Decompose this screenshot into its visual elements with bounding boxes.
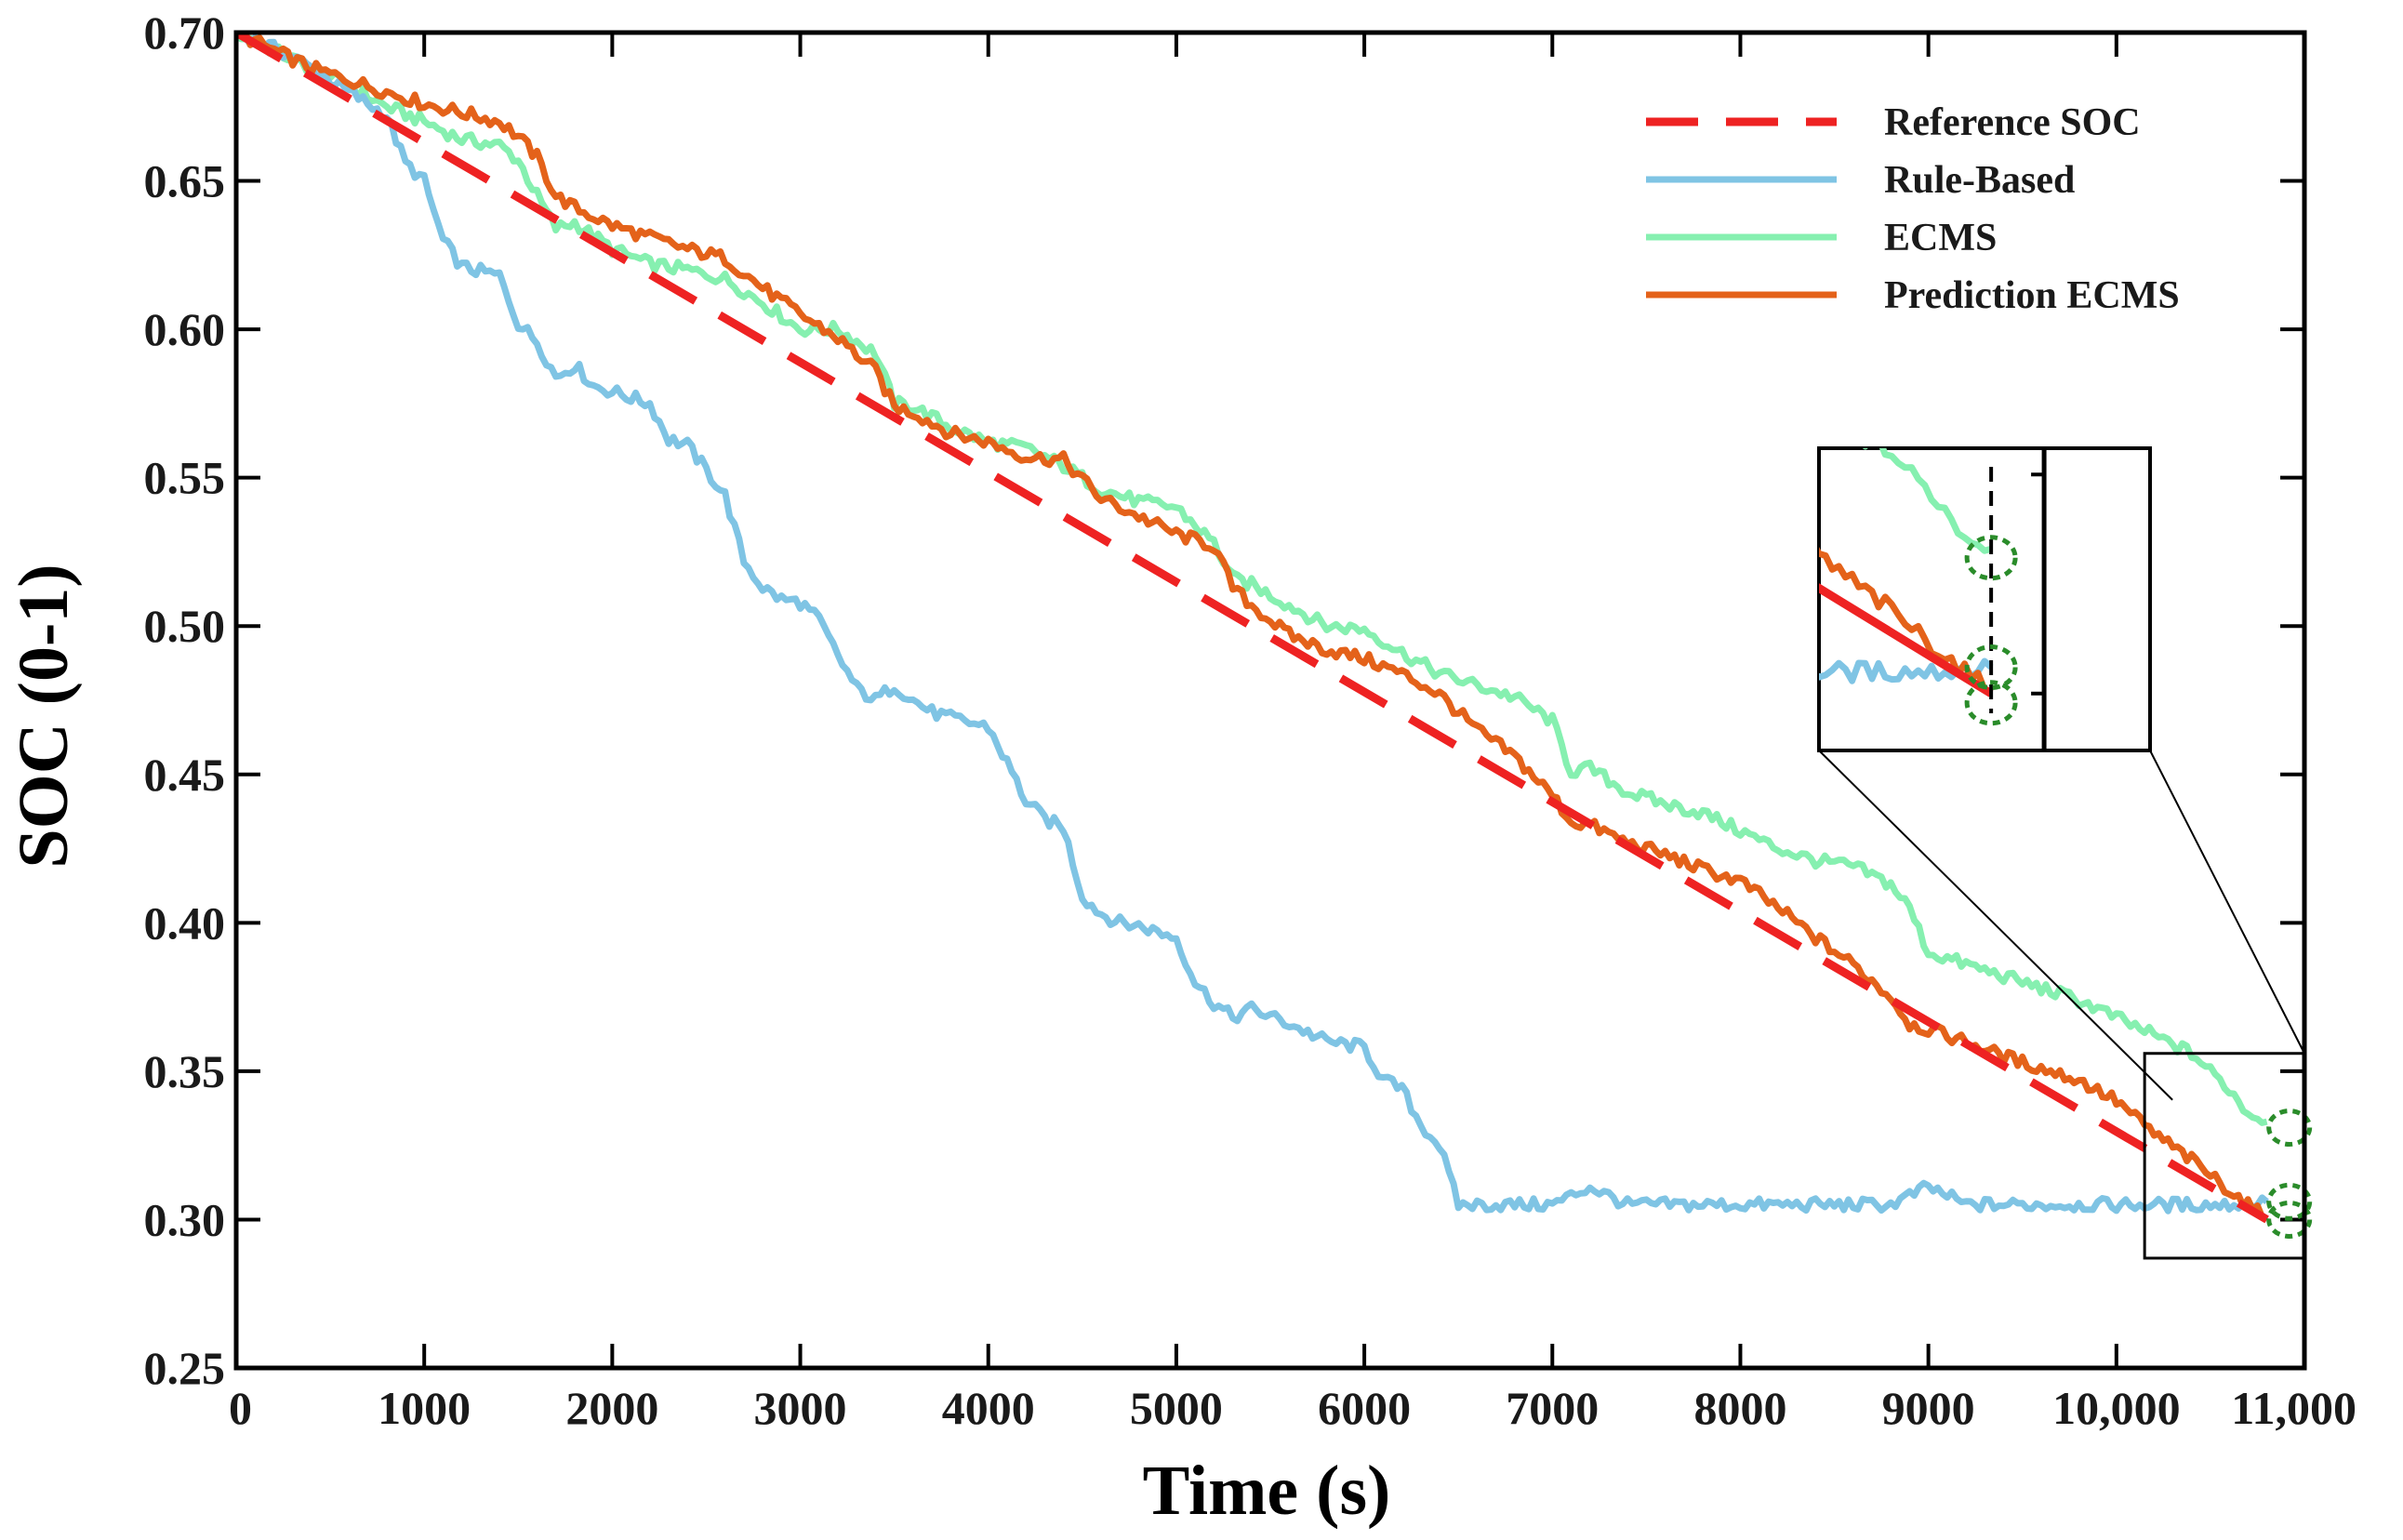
series-line-rule-based: [236, 33, 2269, 1215]
series-line-prediction-ecms: [236, 33, 2269, 1223]
inset-series-line: [1862, 448, 1993, 554]
legend-label: Rule-Based: [1884, 159, 2075, 202]
x-tick-label: 1000: [378, 1382, 471, 1434]
legend-item: Prediction ECMS: [1646, 274, 2180, 317]
inset-series-line: [1819, 547, 1993, 697]
zoom-connector: [1818, 750, 2173, 1101]
legend-label: Reference SOC: [1884, 101, 2141, 144]
y-tick-label: 0.45: [144, 749, 226, 801]
y-tick-label: 0.40: [144, 896, 226, 949]
x-tick-label: 10,000: [2052, 1382, 2181, 1434]
zoom-annotation: [1817, 446, 2313, 1260]
legend-item: Reference SOC: [1646, 101, 2141, 144]
x-tick-label: 0: [229, 1382, 252, 1434]
y-tick-label: 0.70: [144, 7, 226, 59]
zoom-connector: [2149, 750, 2305, 1055]
x-axis-ticks: 0 1000 2000 3000 4000 5000 6000 7000 8000 9000 10,…: [229, 33, 2357, 1434]
series-line-ecms: [236, 33, 2268, 1126]
series-layer: [236, 33, 2269, 1224]
y-tick-label: 0.60: [144, 303, 226, 355]
y-axis-ticks: 0.25 0.30 0.35 0.40 0.45 0.50 0.55 0.60 0.65 0.70: [144, 7, 2304, 1394]
x-tick-label: 6000: [1318, 1382, 1411, 1434]
y-tick-label: 0.50: [144, 600, 226, 652]
series-line-reference-soc: [236, 33, 2269, 1224]
circle-marker: [2266, 1200, 2313, 1239]
x-tick-label: 11,000: [2231, 1382, 2357, 1434]
zoom-inset-frame: [1817, 446, 2152, 752]
inset-circle-marker: [1964, 535, 2018, 581]
y-tick-label: 0.55: [144, 452, 226, 504]
y-tick-label: 0.25: [144, 1342, 226, 1394]
circle-marker: [2266, 1109, 2313, 1148]
x-tick-label: 5000: [1130, 1382, 1223, 1434]
y-tick-label: 0.30: [144, 1193, 226, 1245]
inset-series-line: [1819, 583, 1994, 697]
inset-circle-marker: [1964, 644, 2018, 691]
x-axis-title: Time (s): [1143, 1452, 1391, 1530]
circle-marker: [2266, 1182, 2313, 1221]
x-tick-label: 8000: [1693, 1382, 1786, 1434]
y-tick-label: 0.35: [144, 1045, 226, 1097]
x-tick-label: 3000: [754, 1382, 847, 1434]
inset-circle-marker: [1964, 680, 2018, 726]
legend: Reference SOC Rule-Based ECMS Prediction EC…: [1646, 101, 2180, 317]
x-tick-label: 7000: [1506, 1382, 1599, 1434]
legend-label: ECMS: [1884, 217, 1997, 259]
x-tick-label: 2000: [565, 1382, 658, 1434]
legend-item: ECMS: [1646, 217, 1997, 259]
inset-series-line: [1819, 657, 1994, 684]
zoom-inset-series: [1819, 448, 1994, 697]
x-tick-label: 9000: [1882, 1382, 1975, 1434]
x-tick-label: 4000: [942, 1382, 1035, 1434]
legend-label: Prediction ECMS: [1884, 274, 2180, 317]
plot-frame: [233, 30, 2307, 1371]
y-axis-title: SOC (0-1): [5, 564, 83, 868]
legend-item: Rule-Based: [1646, 159, 2075, 202]
y-tick-label: 0.65: [144, 155, 226, 207]
